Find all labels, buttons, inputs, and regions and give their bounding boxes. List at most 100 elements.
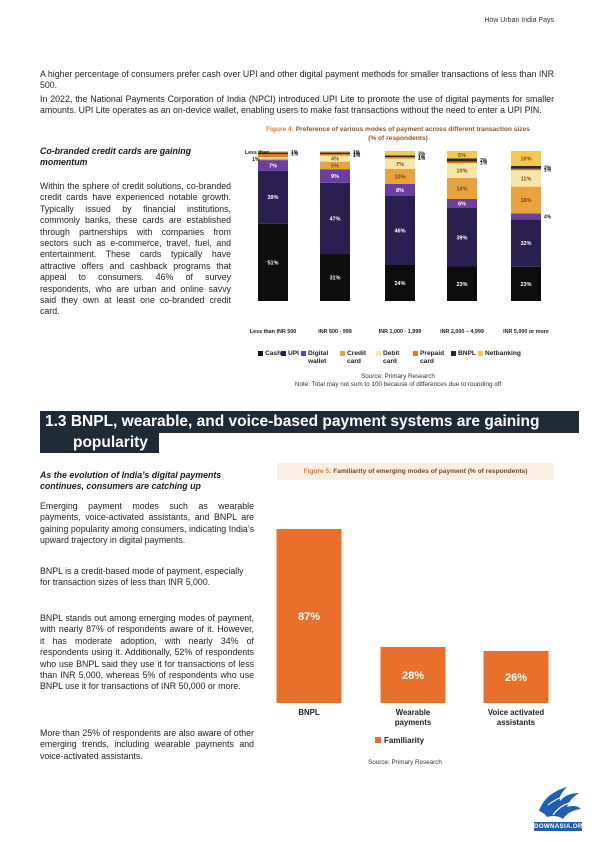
figure4-label: Figure 4: (266, 126, 294, 133)
bar-segment (447, 158, 477, 162)
bar-segment (511, 168, 541, 171)
legend-item: Digital wallet (301, 350, 328, 365)
legend-label: Digital wallet (308, 350, 329, 365)
data-label: 46% (394, 229, 405, 235)
emerging-heading-line2: continues, consumers are catching up (40, 481, 201, 492)
bar-segment (385, 157, 415, 159)
bar-segment (511, 151, 541, 166)
emerging-paragraph-1: Emerging payment modes such as wearable … (40, 501, 254, 546)
legend-item: Cash (258, 350, 281, 358)
cobranded-heading: Co-branded credit cards are gaining mome… (40, 146, 240, 169)
data-label: 28% (402, 670, 424, 682)
x-tick-label: INR 2,000 – 4,999 (440, 329, 484, 335)
bar-segment (258, 160, 288, 171)
data-label: 1% (291, 150, 299, 156)
emerging-paragraph-4: More than 25% of respondents are also aw… (40, 728, 254, 761)
data-label: 26% (505, 672, 527, 684)
bar-segment (511, 219, 541, 267)
data-label: 5% (458, 153, 466, 159)
legend-label: Debit card (383, 350, 400, 365)
x-tick-label: Wearable (396, 708, 431, 717)
legend-swatch (413, 351, 418, 356)
data-label: 32% (520, 241, 531, 247)
x-tick-label: INR 5,000 or more (503, 329, 549, 335)
legend-swatch (258, 351, 263, 356)
bar-segment (511, 186, 541, 214)
intro-paragraph-1: A higher percentage of consumers prefer … (40, 69, 554, 91)
bar-segment (258, 151, 288, 153)
bar-segment (320, 182, 350, 255)
figure5-label: Figure 5: (303, 468, 332, 475)
legend-label: Cash (265, 350, 282, 357)
data-label: 31% (329, 276, 340, 282)
bar-segment (447, 178, 477, 199)
bar (483, 651, 549, 703)
data-label: 23% (456, 282, 467, 288)
x-tick-label: INR 500 - 999 (318, 329, 352, 335)
legend-item: Prepaid card (413, 350, 444, 365)
bar-segment (511, 165, 541, 169)
data-label: 4% (544, 214, 552, 220)
bar-segment (320, 155, 350, 162)
data-label: 14% (456, 187, 467, 193)
bar-segment (447, 161, 477, 163)
bar-segment (447, 208, 477, 267)
emerging-paragraph-2: BNPL is a credit-based mode of payment, … (40, 566, 244, 588)
cobranded-body: Within the sphere of credit solutions, c… (40, 181, 231, 317)
bar-segment (385, 155, 415, 157)
data-label: 10% (456, 169, 467, 175)
data-label: 18% (520, 198, 531, 204)
data-label: 3% (418, 151, 426, 157)
data-label: 1% (353, 153, 361, 159)
legend-swatch (451, 351, 456, 356)
legend-swatch (376, 351, 381, 356)
cobranded-heading-line2: momentum (40, 157, 88, 168)
legend-label: Netbanking (485, 350, 521, 357)
legend-label: BNPL (458, 350, 476, 357)
annotation-one-percent: 1% (252, 157, 260, 163)
section-title-line2: popularity (73, 434, 148, 451)
figure4-subtitle: (% of respondents) (368, 135, 428, 142)
legend-swatch (340, 351, 345, 356)
bar-segment (320, 154, 350, 156)
legend-swatch (375, 737, 381, 743)
bar-segment (258, 158, 288, 161)
bar-segment (447, 199, 477, 208)
legend-item: BNPL (451, 350, 476, 358)
data-label: 7% (269, 163, 277, 169)
bar-segment (258, 157, 288, 159)
legend-item: Netbanking (478, 350, 521, 358)
publisher-logo: DOWNASIA.ORG (533, 781, 587, 833)
emerging-heading: As the evolution of India’s digital paym… (40, 470, 265, 493)
legend-label: Familiarity (384, 736, 425, 745)
bar (276, 529, 342, 703)
data-label: 1% (353, 150, 361, 156)
figure5-caption: Figure 5: Familiarity of emerging modes … (277, 463, 554, 480)
bird-logo-icon (534, 787, 582, 831)
legend-label: Credit card (347, 350, 367, 365)
data-label: 2% (544, 165, 552, 171)
legend-swatch (478, 351, 483, 356)
data-label: 4% (331, 157, 339, 163)
data-label: 1% (544, 168, 552, 174)
legend-swatch (281, 351, 286, 356)
emerging-paragraph-3: BNPL stands out among emerging modes of … (40, 613, 254, 692)
data-label: 1% (353, 151, 361, 157)
data-label: 10% (520, 156, 531, 162)
x-tick-label: BNPL (298, 708, 319, 717)
data-label: 1% (418, 154, 426, 160)
bar-segment (511, 266, 541, 301)
figure4-legend: Cash UPI Digital wallet Credit card Debit card P… (258, 350, 558, 370)
bar-segment (258, 170, 288, 224)
section-1-3-title: 1.3 BNPL, wearable, and voice-based paym… (40, 411, 579, 453)
bar-segment (258, 152, 288, 155)
data-label: 1% (291, 151, 299, 157)
bar-segment (385, 158, 415, 169)
bar-segment (447, 266, 477, 301)
section-title-line1: 1.3 BNPL, wearable, and voice-based paym… (45, 413, 540, 430)
data-label: 39% (456, 235, 467, 241)
data-label: 51% (267, 260, 278, 266)
data-label: 1% (418, 156, 426, 162)
intro-paragraph-2: In 2022, the National Payments Corporati… (40, 94, 554, 116)
